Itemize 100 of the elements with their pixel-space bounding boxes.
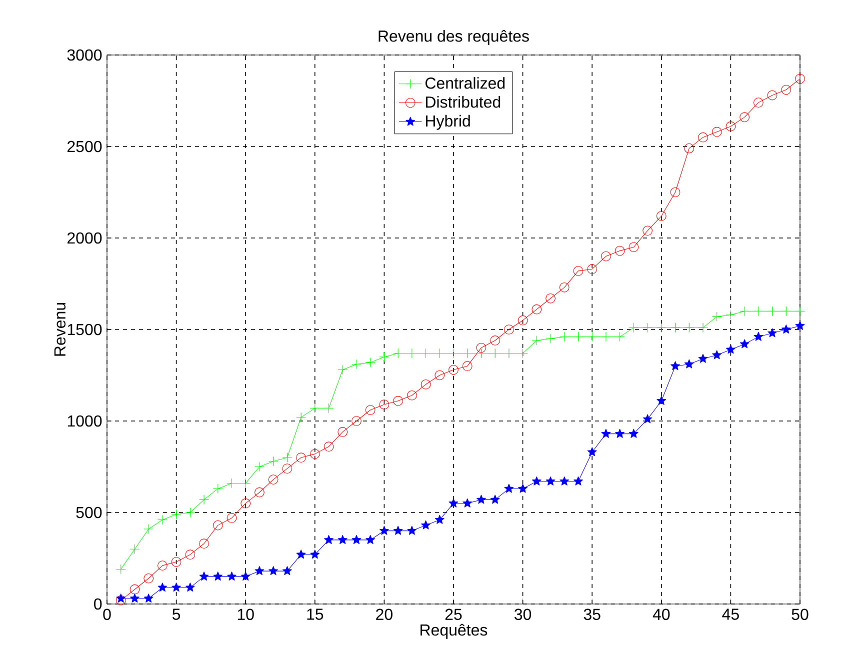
point: [768, 328, 777, 338]
point: [158, 582, 168, 592]
point: [144, 524, 154, 534]
point: [226, 513, 237, 523]
point: [171, 556, 182, 567]
point: [144, 573, 154, 584]
point: [227, 572, 236, 581]
point: [199, 572, 209, 581]
point: [365, 405, 376, 415]
point: [753, 306, 764, 316]
point: [254, 566, 264, 576]
point: [352, 416, 362, 426]
point: [573, 266, 584, 276]
point: [532, 336, 542, 346]
point: [712, 350, 722, 360]
point: [476, 494, 486, 504]
point: [656, 396, 666, 405]
x-tick-label: 50: [792, 608, 808, 620]
point: [268, 566, 278, 576]
point: [130, 594, 140, 603]
point: [504, 324, 514, 334]
point: [310, 403, 320, 414]
point: [698, 354, 708, 363]
x-tick-label: 40: [652, 608, 670, 620]
point: [614, 332, 625, 342]
point: [795, 74, 805, 84]
point: [712, 126, 722, 137]
x-tick-label: 10: [238, 608, 254, 620]
point: [642, 322, 652, 333]
point: [144, 594, 154, 603]
point: [670, 187, 680, 198]
point: [740, 339, 750, 348]
y-tick-label: 500: [76, 506, 102, 518]
legend-label: Hybrid: [426, 114, 470, 130]
point: [393, 526, 403, 535]
point: [684, 143, 694, 154]
chart-title: Revenu des requêtes: [378, 30, 529, 45]
point: [587, 264, 598, 274]
point: [767, 90, 778, 100]
point: [726, 121, 736, 132]
point: [268, 456, 278, 466]
point: [158, 560, 168, 571]
point: [338, 535, 348, 544]
point: [518, 484, 528, 493]
point: [587, 332, 598, 342]
point: [268, 474, 278, 484]
point: [379, 400, 390, 410]
point: [698, 322, 708, 333]
x-tick-label: 30: [514, 608, 532, 620]
point: [296, 412, 306, 422]
point: [601, 428, 611, 438]
point: [393, 396, 403, 406]
point: [656, 322, 666, 333]
point: [781, 324, 791, 334]
point: [324, 403, 334, 414]
point: [254, 462, 264, 472]
point: [490, 336, 500, 346]
point: [560, 476, 570, 486]
point: [656, 211, 666, 221]
point: [559, 332, 570, 342]
point: [504, 484, 514, 493]
point: [379, 526, 389, 535]
point: [628, 242, 639, 252]
point: [379, 352, 390, 362]
point: [199, 494, 209, 505]
point: [587, 447, 597, 456]
point: [462, 498, 472, 508]
y-tick-label: 3000: [67, 49, 102, 61]
point: [726, 310, 736, 320]
x-tick-label: 0: [103, 608, 111, 620]
point: [254, 487, 264, 498]
point: [614, 246, 625, 256]
point: [365, 358, 376, 368]
point: [213, 572, 223, 581]
point: [601, 332, 611, 342]
point: [338, 364, 348, 375]
point: [490, 494, 500, 504]
point: [767, 306, 778, 316]
y-tick-label: 1500: [68, 324, 102, 336]
point: [795, 320, 805, 330]
x-axis-title: Requêtes: [420, 624, 488, 639]
x-tick-label: 15: [307, 608, 324, 620]
point: [795, 306, 805, 316]
x-tick-label: 45: [722, 608, 739, 620]
point: [324, 442, 334, 452]
point: [296, 452, 306, 463]
point: [116, 594, 126, 603]
point: [476, 342, 486, 353]
point: [628, 428, 638, 438]
point: [642, 414, 652, 424]
y-tick-label: 0: [94, 598, 102, 610]
point: [546, 476, 556, 486]
point: [573, 332, 584, 342]
point: [670, 361, 680, 370]
y-axis-title: Revenu: [54, 302, 66, 356]
point: [532, 476, 542, 486]
point: [448, 364, 458, 375]
point: [282, 464, 292, 474]
point: [406, 390, 417, 400]
point: [171, 509, 182, 520]
